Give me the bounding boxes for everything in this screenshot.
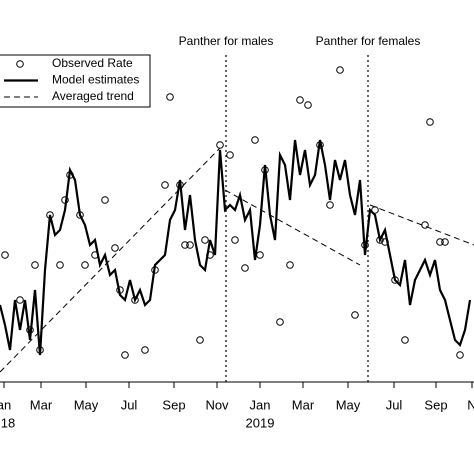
observed-point bbox=[101, 196, 109, 204]
observed-point bbox=[441, 238, 449, 246]
observed-point bbox=[181, 241, 189, 249]
observed-point bbox=[226, 151, 234, 159]
observed-point bbox=[286, 261, 294, 269]
observed-point bbox=[81, 261, 89, 269]
observed-point bbox=[166, 93, 174, 101]
trend-line bbox=[0, 147, 474, 373]
observed-point bbox=[31, 261, 39, 269]
observed-point bbox=[111, 244, 119, 252]
observed-point bbox=[304, 101, 312, 109]
event-label: Panther for females bbox=[316, 34, 421, 48]
x-tick-label: N bbox=[467, 397, 474, 412]
observed-point bbox=[16, 296, 24, 304]
observed-point bbox=[436, 238, 444, 246]
event-label: Panther for males bbox=[179, 34, 274, 48]
observed-point bbox=[401, 336, 409, 344]
observed-point bbox=[296, 96, 304, 104]
observed-point bbox=[351, 311, 359, 319]
x-tick-label: Sep bbox=[162, 397, 185, 412]
x-tick-label: Nov bbox=[205, 397, 229, 412]
x-tick-label: Mar bbox=[292, 397, 315, 412]
x-tick-label: Sep bbox=[424, 397, 447, 412]
legend-symbol bbox=[16, 60, 24, 68]
observed-point bbox=[326, 201, 334, 209]
x-tick-label: an bbox=[0, 397, 11, 412]
observed-point bbox=[196, 336, 204, 344]
observed-point bbox=[56, 261, 64, 269]
x-tick-label: Jul bbox=[386, 397, 403, 412]
observed-point bbox=[256, 251, 264, 259]
observed-point bbox=[276, 318, 284, 326]
observed-point bbox=[161, 181, 169, 189]
legend-label: Observed Rate bbox=[52, 56, 133, 70]
observed-point bbox=[201, 236, 209, 244]
legend-label: Averaged trend bbox=[52, 89, 134, 103]
observed-point bbox=[336, 66, 344, 74]
x-tick-label: Mar bbox=[30, 397, 53, 412]
x-tick-label: Jul bbox=[121, 397, 138, 412]
x-tick-label: Jan bbox=[250, 397, 271, 412]
observed-point bbox=[121, 351, 129, 359]
observed-point bbox=[231, 236, 239, 244]
legend-label: Model estimates bbox=[52, 73, 139, 87]
observed-point bbox=[1, 251, 9, 259]
observed-point bbox=[251, 136, 259, 144]
x-tick-label: May bbox=[74, 397, 99, 412]
year-label: 18 bbox=[1, 415, 15, 430]
observed-point bbox=[426, 118, 434, 126]
observed-point bbox=[456, 351, 464, 359]
observed-point bbox=[141, 346, 149, 354]
x-tick-label: May bbox=[336, 397, 361, 412]
observed-point bbox=[241, 264, 249, 272]
year-label: 2019 bbox=[246, 415, 275, 430]
observed-point bbox=[216, 141, 224, 149]
observed-point bbox=[186, 241, 194, 249]
model-line bbox=[0, 139, 472, 356]
